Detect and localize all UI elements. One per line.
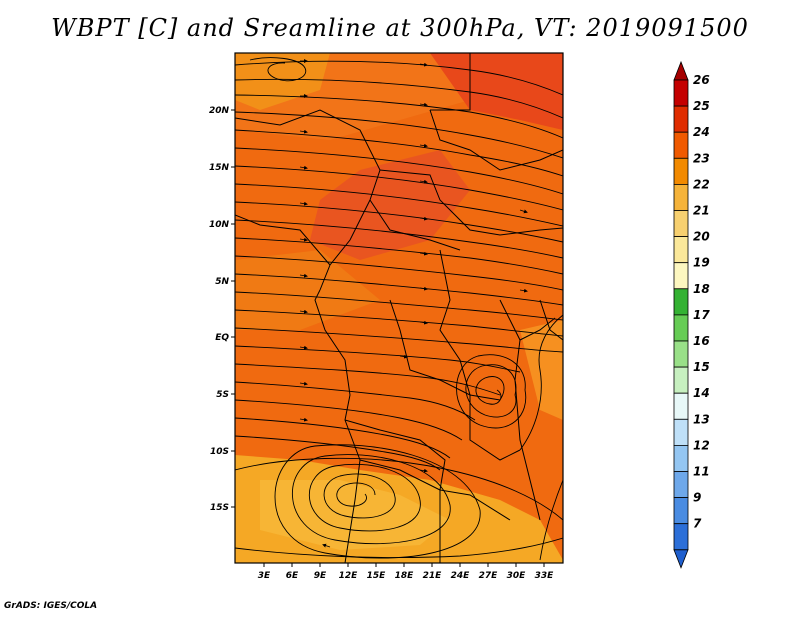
colorbar-label: 9: [693, 491, 701, 505]
colorbar-label: 20: [693, 230, 710, 244]
colorbar-swatch: [673, 236, 689, 264]
wbpt-shading: [235, 53, 563, 563]
colorbar-label: 7: [693, 517, 702, 531]
colorbar-swatch: [673, 523, 689, 551]
lat-label: 20N: [209, 106, 230, 116]
lat-label: EQ: [215, 333, 229, 343]
colorbar-label: 21: [693, 204, 710, 218]
colorbar-swatch: [673, 340, 689, 368]
colorbar-label: 14: [693, 386, 710, 400]
colorbar: 26 25 24 23 22 21 20 19 18 17 16 15 14 13 12 11 9 7: [673, 60, 710, 569]
colorbar-label: 17: [693, 308, 710, 322]
colorbar-label: 26: [693, 73, 710, 87]
lon-label: 9E: [314, 571, 327, 581]
axis-ticks: [231, 109, 545, 567]
lat-label: 15S: [210, 503, 229, 513]
lat-label: 5N: [215, 277, 229, 287]
streamline-arrows: [299, 59, 528, 548]
colorbar-swatch: [673, 366, 689, 394]
colorbar-swatch: [673, 497, 689, 525]
lon-label: 21E: [423, 571, 443, 581]
colorbar-label: 15: [693, 360, 710, 374]
colorbar-swatch: [673, 157, 689, 185]
colorbar-min-arrow: [673, 549, 689, 569]
country-borders: [235, 53, 563, 563]
colorbar-label: 19: [693, 256, 710, 270]
lat-label: 10N: [209, 220, 230, 230]
lat-labels: 20N 15N 10N 5N EQ 5S 10S 15S: [209, 106, 230, 513]
lon-label: 18E: [395, 571, 415, 581]
lat-label: 10S: [210, 447, 229, 457]
colorbar-label: 25: [693, 99, 710, 113]
colorbar-label: 18: [693, 282, 710, 296]
colorbar-label: 24: [693, 125, 710, 139]
colorbar-swatch: [673, 183, 689, 211]
colorbar-swatch: [673, 262, 689, 290]
colorbar-swatch: [673, 418, 689, 446]
colorbar-swatch: [673, 105, 689, 133]
lon-label: 27E: [479, 571, 499, 581]
lon-labels: 3E 6E 9E 12E 15E 18E 21E 24E 27E 30E 33E: [258, 571, 554, 581]
map-title: WBPT [C] and Sreamline at 300hPa, VT: 20…: [51, 14, 749, 42]
colorbar-swatch: [673, 392, 689, 420]
colorbar-swatch: [673, 210, 689, 238]
colorbar-max-arrow: [673, 60, 689, 81]
lon-label: 24E: [451, 571, 471, 581]
lon-label: 3E: [258, 571, 271, 581]
colorbar-swatch: [673, 444, 689, 472]
colorbar-swatch: [673, 471, 689, 499]
colorbar-label: 13: [693, 412, 710, 426]
colorbar-label: 23: [693, 151, 710, 165]
colorbar-label: 16: [693, 334, 710, 348]
lon-label: 6E: [286, 571, 299, 581]
colorbar-swatch: [673, 288, 689, 316]
lon-label: 15E: [367, 571, 387, 581]
lon-label: 12E: [339, 571, 359, 581]
colorbar-swatch: [673, 131, 689, 159]
lon-label: 33E: [535, 571, 555, 581]
lon-label: 30E: [507, 571, 527, 581]
footer-credit: GrADS: IGES/COLA: [4, 601, 98, 611]
lat-label: 15N: [209, 163, 230, 173]
colorbar-swatch: [673, 314, 689, 342]
colorbar-label: 12: [693, 438, 710, 452]
colorbar-label: 22: [693, 177, 710, 191]
lat-label: 5S: [216, 390, 229, 400]
colorbar-label: 11: [693, 465, 710, 479]
colorbar-swatch: [673, 79, 689, 107]
